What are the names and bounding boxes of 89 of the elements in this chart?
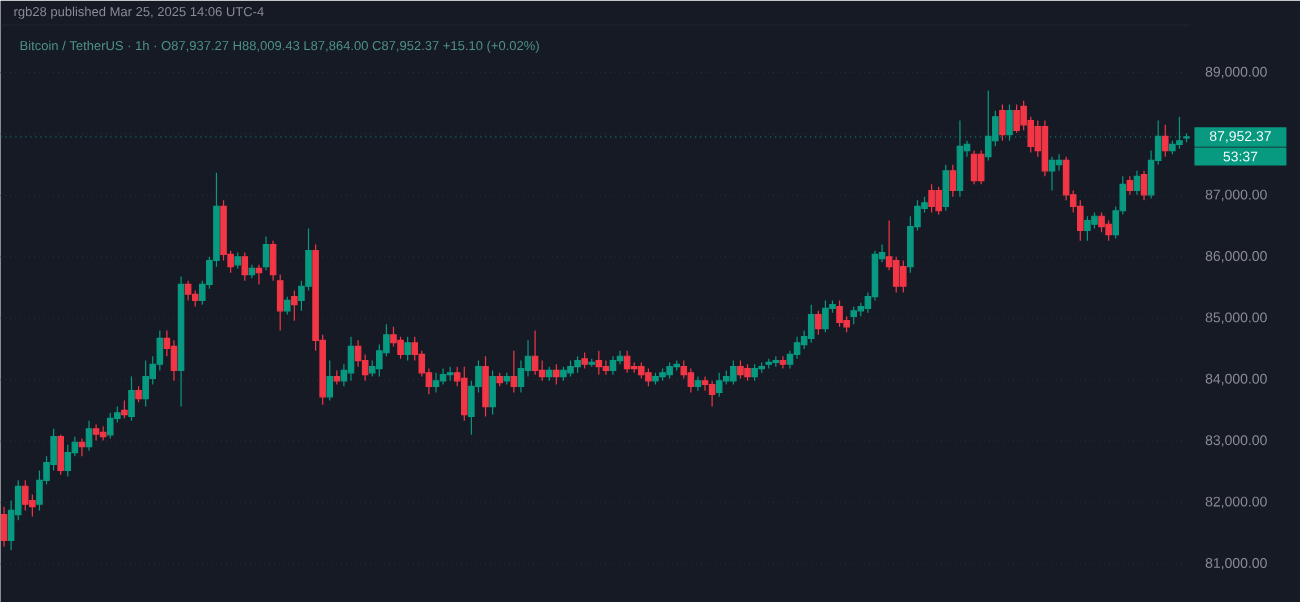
candlestick: [1140, 169, 1148, 201]
candlestick: [57, 434, 64, 476]
candlestick: [128, 375, 135, 422]
candlestick: [737, 359, 744, 379]
candlestick: [779, 355, 787, 369]
candlestick: [326, 359, 334, 401]
candlestick: [935, 185, 942, 215]
candlestick: [595, 349, 603, 376]
candlestick: [106, 411, 114, 439]
candlestick: [836, 299, 843, 328]
candlestick: [588, 357, 596, 368]
candlestick: [248, 263, 256, 279]
candlestick: [0, 505, 8, 547]
candlestick: [503, 372, 511, 385]
candlestick: [191, 289, 199, 307]
candlestick: [970, 149, 978, 185]
candlestick: [1041, 119, 1049, 177]
candlestick: [687, 367, 695, 393]
candlestick: [807, 303, 815, 344]
candlestick: [928, 183, 935, 213]
candlestick: [609, 355, 617, 376]
candlestick: [942, 163, 950, 212]
candlestick: [574, 355, 581, 374]
candlestick: [142, 359, 149, 407]
candlestick: [822, 299, 829, 333]
candlestick: [177, 275, 185, 407]
candlestick: [1161, 123, 1169, 158]
candlestick: [623, 349, 631, 374]
candlestick: [977, 149, 985, 185]
candlestick: [184, 279, 192, 301]
candlestick: [1133, 169, 1141, 196]
candlestick: [446, 365, 454, 382]
candlestick: [1098, 211, 1105, 233]
candlestick: [560, 365, 567, 382]
candlestick: [482, 355, 489, 417]
candlestick: [638, 361, 645, 379]
candlestick: [652, 372, 659, 385]
candlestick: [772, 355, 780, 368]
candlestick: [666, 361, 673, 379]
candlestick: [659, 367, 666, 382]
candlestick: [283, 295, 291, 315]
candlestick: [645, 367, 652, 387]
candlestick: [850, 305, 858, 325]
candlestick: [241, 251, 249, 282]
candlestick: [439, 367, 447, 385]
candlestick: [815, 309, 822, 336]
candlestick: [751, 363, 758, 382]
candlestick: [496, 372, 503, 387]
candlestick: [956, 119, 964, 197]
candlestick: [234, 251, 241, 269]
candlestick: [78, 437, 86, 457]
candlestick: [1084, 215, 1091, 242]
candlestick: [900, 259, 907, 293]
candlestick: [255, 263, 263, 285]
candlestick: [92, 423, 100, 441]
candlestick: [531, 329, 539, 376]
candlestick: [404, 335, 411, 361]
candlestick: [291, 289, 298, 322]
candlestick: [85, 419, 93, 452]
candlestick: [602, 359, 610, 376]
candlestick: [397, 335, 404, 360]
candlestick: [121, 399, 128, 419]
candlestick: [999, 103, 1006, 142]
candlestick: [567, 359, 574, 377]
candlestick: [715, 372, 723, 398]
candlestick: [99, 425, 107, 441]
candlestick: [333, 369, 341, 385]
candlestick: [553, 363, 560, 385]
candlestick: [758, 361, 765, 374]
candlestick: [21, 479, 29, 511]
candlestick: [949, 163, 957, 197]
candlestick: [581, 351, 588, 369]
candlestick: [694, 375, 702, 392]
candlestick: [489, 369, 496, 415]
candlestick: [1013, 103, 1020, 134]
candlestick: [262, 235, 270, 271]
candlestick: [730, 359, 737, 385]
candlestick: [744, 363, 751, 382]
candlestick: [64, 443, 72, 477]
candlestick: [1126, 175, 1134, 196]
candlestick: [1048, 155, 1056, 191]
candlestick: [765, 357, 773, 369]
candlestick: [461, 365, 468, 422]
candlestick: [135, 385, 142, 403]
candlestick: [545, 365, 553, 382]
candlestick: [708, 379, 716, 407]
candlestick: [432, 372, 440, 393]
candlestick: [1105, 219, 1112, 242]
candlestick: [347, 335, 355, 382]
